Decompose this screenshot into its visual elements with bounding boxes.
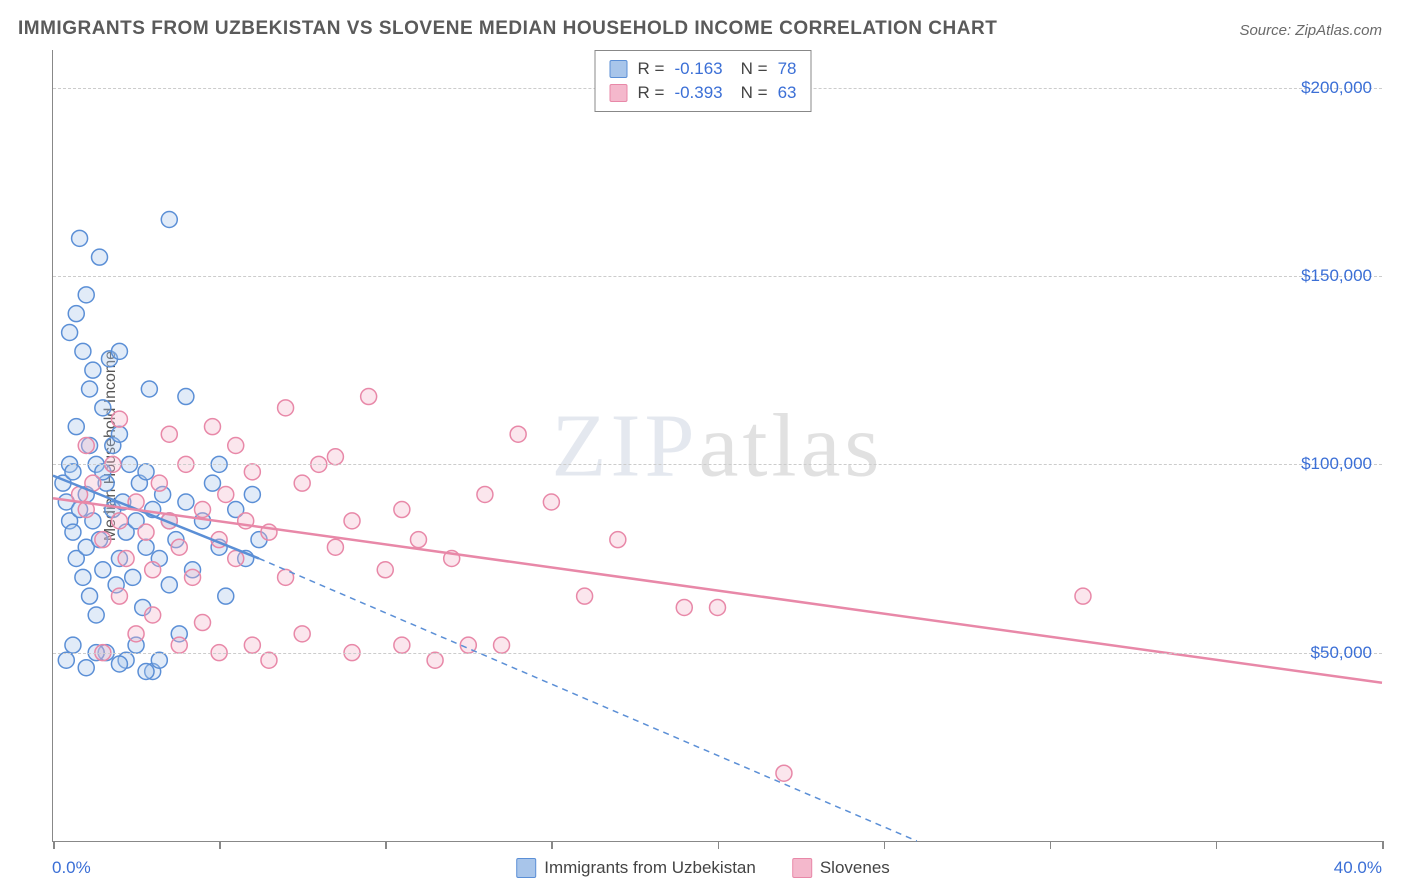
legend-item-slovenes: Slovenes: [792, 858, 890, 878]
legend-swatch-slovenes: [792, 858, 812, 878]
legend-label-slovenes: Slovenes: [820, 858, 890, 878]
chart-plot-area: ZIPatlas $50,000$100,000$150,000$200,000: [52, 50, 1382, 842]
source-attribution: Source: ZipAtlas.com: [1239, 22, 1382, 39]
legend-swatch-uzbekistan: [516, 858, 536, 878]
correlation-stats-box: R = -0.163 N = 78 R = -0.393 N = 63: [595, 50, 812, 112]
n-value-uzbekistan: 78: [778, 59, 797, 79]
stats-row-uzbekistan: R = -0.163 N = 78: [610, 57, 797, 81]
y-tick-label: $150,000: [1301, 266, 1372, 286]
legend-label-uzbekistan: Immigrants from Uzbekistan: [544, 858, 756, 878]
y-tick-label: $100,000: [1301, 454, 1372, 474]
n-value-slovenes: 63: [778, 83, 797, 103]
stats-swatch-slovenes: [610, 84, 628, 102]
r-value-slovenes: -0.393: [674, 83, 722, 103]
r-label: R =: [638, 83, 665, 103]
legend-item-uzbekistan: Immigrants from Uzbekistan: [516, 858, 756, 878]
r-label: R =: [638, 59, 665, 79]
stats-swatch-uzbekistan: [610, 60, 628, 78]
r-value-uzbekistan: -0.163: [674, 59, 722, 79]
x-axis-min-label: 0.0%: [52, 858, 91, 878]
x-axis-max-label: 40.0%: [1334, 858, 1382, 878]
scatter-svg: [53, 50, 1382, 841]
y-tick-label: $200,000: [1301, 78, 1372, 98]
stats-row-slovenes: R = -0.393 N = 63: [610, 81, 797, 105]
n-label: N =: [741, 59, 768, 79]
bottom-legend: Immigrants from Uzbekistan Slovenes: [516, 858, 890, 878]
n-label: N =: [741, 83, 768, 103]
chart-title: IMMIGRANTS FROM UZBEKISTAN VS SLOVENE ME…: [18, 18, 997, 40]
y-tick-label: $50,000: [1311, 643, 1372, 663]
